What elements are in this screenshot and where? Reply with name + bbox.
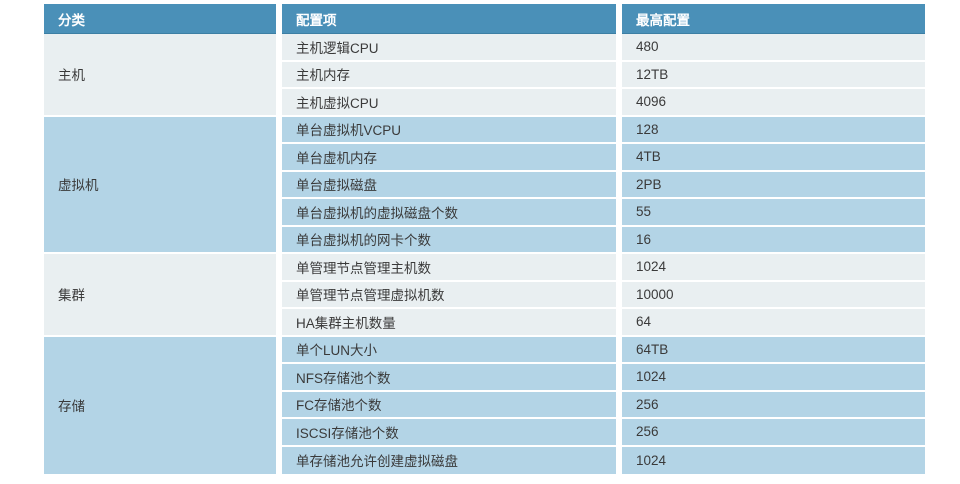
row-gutter-2 xyxy=(616,34,622,62)
table-row: 主机 主机逻辑CPU 480 xyxy=(44,34,925,117)
max-configuration-table: 分类 配置项 最高配置 主机 主机逻辑CPU 480 主机内存 12TB 主机虚拟CPU 4… xyxy=(44,4,925,474)
max-config-value-cell: 128 xyxy=(622,116,925,144)
max-config-value-cell: 16 xyxy=(622,226,925,254)
row-gutter-2 xyxy=(616,336,622,364)
table-row: 虚拟机 单台虚拟机VCPU 128 xyxy=(44,116,925,254)
table-row: HA集群主机数量 64 xyxy=(44,309,925,337)
column-gutter-1 xyxy=(276,4,282,34)
row-gutter-2 xyxy=(616,89,622,117)
max-config-value-cell: 256 xyxy=(622,391,925,419)
table-row: 单管理节点管理虚拟机数 10000 xyxy=(44,281,925,309)
category-cell: 主机 xyxy=(44,34,276,117)
config-item-cell: 主机虚拟CPU xyxy=(282,89,616,117)
table-header: 分类 配置项 最高配置 xyxy=(44,4,925,34)
row-gutter-2 xyxy=(616,309,622,337)
config-item-cell: FC存储池个数 xyxy=(282,391,616,419)
row-gutter-2 xyxy=(616,199,622,227)
row-gutter-2 xyxy=(616,446,622,474)
max-config-value-cell: 480 xyxy=(622,34,925,62)
header-row: 分类 配置项 最高配置 xyxy=(44,4,925,34)
config-item-cell: HA集群主机数量 xyxy=(282,309,616,337)
table-row: 集群 单管理节点管理主机数 1024 xyxy=(44,254,925,337)
row-gutter-2 xyxy=(616,364,622,392)
config-item-cell: 单台虚机内存 xyxy=(282,144,616,172)
row-gutter-1 xyxy=(276,336,282,474)
row-gutter-2 xyxy=(616,171,622,199)
max-config-value-cell: 55 xyxy=(622,199,925,227)
column-gutter-2 xyxy=(616,4,622,34)
config-item-cell: 主机逻辑CPU xyxy=(282,34,616,62)
row-gutter-1 xyxy=(276,254,282,337)
row-gutter-2 xyxy=(616,226,622,254)
table-row: 单存储池允许创建虚拟磁盘 1024 xyxy=(44,446,925,474)
config-item-cell: 单台虚拟机VCPU xyxy=(282,116,616,144)
config-item-cell: 单台虚拟机的虚拟磁盘个数 xyxy=(282,199,616,227)
max-config-value-cell: 2PB xyxy=(622,171,925,199)
config-item-cell: 单存储池允许创建虚拟磁盘 xyxy=(282,446,616,474)
config-item-cell: 单个LUN大小 xyxy=(282,336,616,364)
category-cell: 虚拟机 xyxy=(44,116,276,254)
table-row: 主机虚拟CPU 4096 xyxy=(44,89,925,117)
max-config-value-cell: 1024 xyxy=(622,364,925,392)
table-row: 存储 单个LUN大小 64TB xyxy=(44,336,925,474)
column-header-value: 最高配置 xyxy=(622,4,925,34)
row-gutter-2 xyxy=(616,254,622,282)
category-cell: 集群 xyxy=(44,254,276,337)
table-row: 单台虚机内存 4TB xyxy=(44,144,925,172)
max-config-value-cell: 256 xyxy=(622,419,925,447)
config-item-cell: 单台虚拟机的网卡个数 xyxy=(282,226,616,254)
row-gutter-1 xyxy=(276,116,282,254)
table-row: FC存储池个数 256 xyxy=(44,391,925,419)
row-gutter-2 xyxy=(616,391,622,419)
table-row: 主机内存 12TB xyxy=(44,61,925,89)
row-gutter-2 xyxy=(616,419,622,447)
category-cell: 存储 xyxy=(44,336,276,474)
max-config-value-cell: 64TB xyxy=(622,336,925,364)
row-gutter-2 xyxy=(616,144,622,172)
specification-table: 分类 配置项 最高配置 主机 主机逻辑CPU 480 主机内存 12TB 主机虚拟CPU 4… xyxy=(44,4,925,475)
config-item-cell: 单管理节点管理主机数 xyxy=(282,254,616,282)
max-config-value-cell: 1024 xyxy=(622,446,925,474)
config-item-cell: NFS存储池个数 xyxy=(282,364,616,392)
table-row: 单台虚拟机的网卡个数 16 xyxy=(44,226,925,254)
max-config-value-cell: 4096 xyxy=(622,89,925,117)
max-config-value-cell: 1024 xyxy=(622,254,925,282)
row-gutter-2 xyxy=(616,281,622,309)
row-gutter-1 xyxy=(276,34,282,117)
config-item-cell: 单管理节点管理虚拟机数 xyxy=(282,281,616,309)
config-item-cell: 主机内存 xyxy=(282,61,616,89)
table-row: NFS存储池个数 1024 xyxy=(44,364,925,392)
row-gutter-2 xyxy=(616,116,622,144)
table-row: 单台虚拟机的虚拟磁盘个数 55 xyxy=(44,199,925,227)
max-config-value-cell: 10000 xyxy=(622,281,925,309)
table-row: ISCSI存储池个数 256 xyxy=(44,419,925,447)
table-row: 单台虚拟磁盘 2PB xyxy=(44,171,925,199)
row-gutter-2 xyxy=(616,61,622,89)
table-body: 主机 主机逻辑CPU 480 主机内存 12TB 主机虚拟CPU 4096 虚拟机 单台虚拟机V… xyxy=(44,34,925,474)
config-item-cell: 单台虚拟磁盘 xyxy=(282,171,616,199)
max-config-value-cell: 12TB xyxy=(622,61,925,89)
config-item-cell: ISCSI存储池个数 xyxy=(282,419,616,447)
column-header-category: 分类 xyxy=(44,4,276,34)
max-config-value-cell: 4TB xyxy=(622,144,925,172)
max-config-value-cell: 64 xyxy=(622,309,925,337)
column-header-item: 配置项 xyxy=(282,4,616,34)
